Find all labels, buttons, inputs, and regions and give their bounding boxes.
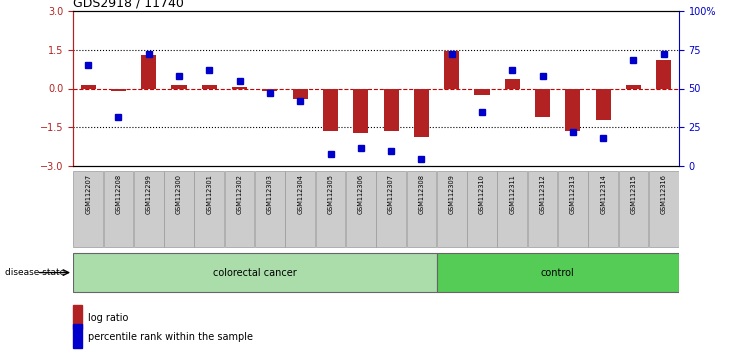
Bar [293, 88, 308, 99]
Bar [626, 85, 641, 88]
Text: GDS2918 / 11740: GDS2918 / 11740 [73, 0, 184, 10]
Bar [73, 305, 82, 329]
Text: GSM112303: GSM112303 [267, 174, 273, 214]
FancyBboxPatch shape [558, 171, 588, 247]
Bar [353, 88, 369, 133]
FancyBboxPatch shape [376, 171, 406, 247]
Text: GSM112301: GSM112301 [207, 174, 212, 214]
Bar [535, 88, 550, 117]
Bar [565, 88, 580, 131]
Bar [504, 79, 520, 88]
Bar [73, 324, 82, 348]
Text: GSM112207: GSM112207 [85, 174, 91, 214]
FancyBboxPatch shape [649, 171, 679, 247]
Text: control: control [541, 268, 575, 278]
Text: GSM112308: GSM112308 [418, 174, 424, 214]
Bar [111, 88, 126, 91]
Bar [323, 88, 338, 131]
Text: GSM112300: GSM112300 [176, 174, 182, 214]
Bar [201, 85, 217, 88]
FancyBboxPatch shape [588, 171, 618, 247]
FancyBboxPatch shape [134, 171, 164, 247]
FancyBboxPatch shape [73, 253, 437, 292]
FancyBboxPatch shape [437, 171, 466, 247]
Text: GSM112306: GSM112306 [358, 174, 364, 214]
Text: GSM112305: GSM112305 [328, 174, 334, 214]
FancyBboxPatch shape [255, 171, 285, 247]
Text: GSM112299: GSM112299 [146, 174, 152, 214]
Bar [172, 85, 187, 88]
Bar [141, 55, 156, 88]
FancyBboxPatch shape [437, 253, 679, 292]
Text: GSM112310: GSM112310 [479, 174, 485, 214]
FancyBboxPatch shape [164, 171, 194, 247]
Text: GSM112313: GSM112313 [570, 174, 576, 213]
Bar [474, 88, 490, 95]
Text: percentile rank within the sample: percentile rank within the sample [88, 332, 253, 342]
Bar [262, 88, 277, 91]
Text: GSM112316: GSM112316 [661, 174, 666, 214]
FancyBboxPatch shape [467, 171, 497, 247]
FancyBboxPatch shape [407, 171, 437, 247]
Text: GSM112315: GSM112315 [631, 174, 637, 214]
Text: colorectal cancer: colorectal cancer [213, 268, 296, 278]
FancyBboxPatch shape [194, 171, 224, 247]
Bar [383, 88, 399, 131]
Text: GSM112208: GSM112208 [115, 174, 121, 214]
FancyBboxPatch shape [315, 171, 345, 247]
FancyBboxPatch shape [73, 171, 103, 247]
FancyBboxPatch shape [528, 171, 558, 247]
Text: GSM112311: GSM112311 [510, 174, 515, 213]
Bar [656, 60, 672, 88]
Bar [414, 88, 429, 137]
Text: GSM112307: GSM112307 [388, 174, 394, 214]
FancyBboxPatch shape [346, 171, 376, 247]
Text: GSM112309: GSM112309 [449, 174, 455, 214]
FancyBboxPatch shape [225, 171, 255, 247]
FancyBboxPatch shape [618, 171, 648, 247]
Text: GSM112304: GSM112304 [297, 174, 303, 214]
Text: GSM112314: GSM112314 [600, 174, 606, 214]
Bar [596, 88, 611, 120]
FancyBboxPatch shape [285, 171, 315, 247]
Text: GSM112302: GSM112302 [237, 174, 242, 214]
Bar [80, 85, 96, 88]
Text: GSM112312: GSM112312 [539, 174, 545, 214]
Bar [232, 87, 247, 88]
Text: log ratio: log ratio [88, 313, 128, 323]
FancyBboxPatch shape [104, 171, 134, 247]
Bar [444, 51, 459, 88]
FancyBboxPatch shape [497, 171, 527, 247]
Text: disease state: disease state [5, 268, 66, 277]
